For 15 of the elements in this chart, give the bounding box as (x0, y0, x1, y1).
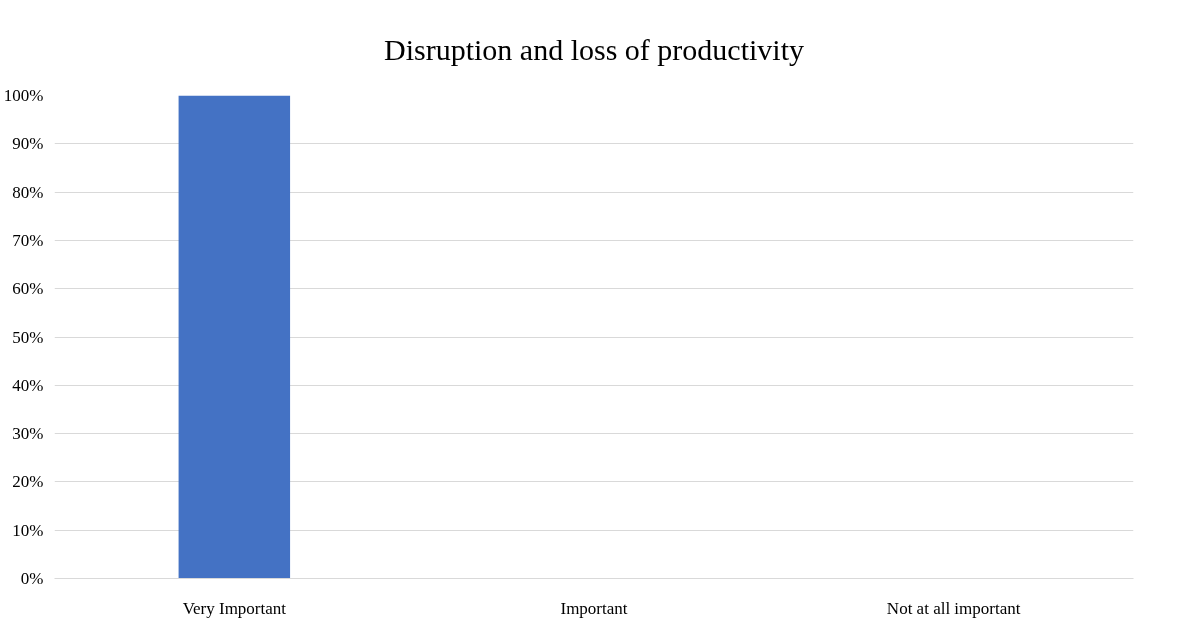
x-tick-label: Very Important (182, 598, 287, 618)
y-tick-label: 40% (12, 375, 44, 395)
y-tick-label: 60% (12, 279, 44, 299)
y-tick-label: 30% (12, 424, 44, 444)
y-tick-label: 20% (12, 472, 44, 492)
x-tick-label: Important (560, 598, 628, 618)
y-tick-label: 10% (12, 520, 44, 540)
y-tick-label: 0% (20, 569, 44, 588)
y-tick-label: 80% (12, 182, 44, 202)
x-tick-label: Not at all important (886, 598, 1021, 618)
chart-title: Disruption and loss of productivity (384, 32, 804, 66)
y-tick-label: 100% (3, 86, 44, 105)
y-tick-label: 90% (12, 134, 44, 154)
y-tick-label: 50% (12, 327, 44, 347)
y-tick-label: 70% (12, 230, 44, 250)
